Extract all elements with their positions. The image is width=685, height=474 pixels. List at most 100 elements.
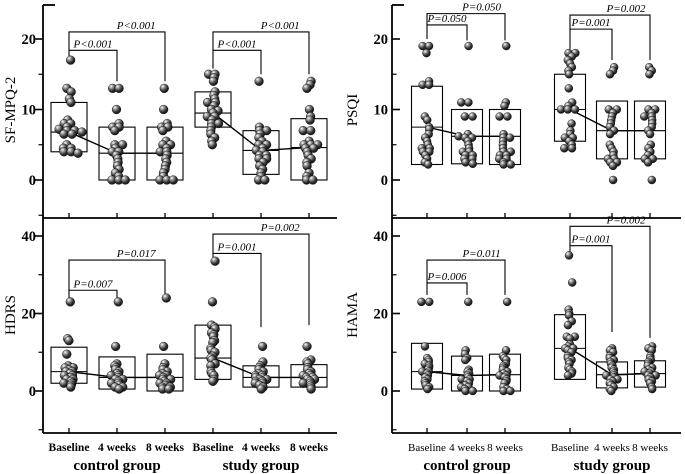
y-tick-label: 20 xyxy=(374,307,389,323)
scatter-point xyxy=(570,105,580,114)
y-axis-title: PSQI xyxy=(345,94,361,127)
category-label: 4 weeks xyxy=(449,442,485,454)
group-label-study: study group xyxy=(223,458,300,474)
p-value-label: P=0.011 xyxy=(462,248,501,260)
scatter-point xyxy=(506,160,515,169)
axes-col-0: Baseline 4 weeks 8 weeks Baseline 4 weeks 8 w… xyxy=(42,4,337,474)
p-value-label: P=0.050 xyxy=(427,13,467,25)
category-label: 8 weeks xyxy=(146,442,185,454)
scatter-point xyxy=(560,144,569,153)
scatter-point xyxy=(468,112,477,121)
scatter-point xyxy=(567,144,577,153)
scatter-point xyxy=(73,148,83,158)
panel-hama: 0 20 40 HAMA P=0.006 P=0.011 P=0.001 P=0.002 xyxy=(345,214,667,431)
y-axis-title: HAMA xyxy=(345,292,361,338)
y-axis-title: HDRS xyxy=(3,295,19,335)
scatter-point xyxy=(111,104,122,115)
y-tick-label: 10 xyxy=(374,103,389,119)
plot-root: Baseline 4 weeks 8 weeks Baseline 4 weeks 8 w… xyxy=(3,2,681,474)
scatter-point xyxy=(464,41,473,51)
significance-bracket xyxy=(426,259,506,295)
y-tick-label: 0 xyxy=(29,384,36,400)
scatter-point xyxy=(608,161,618,171)
scatter-point xyxy=(420,342,430,351)
scatter-point xyxy=(605,129,615,139)
y-tick-label: 20 xyxy=(374,32,389,48)
scatter-point xyxy=(506,386,515,396)
p-value-label: P<0.001 xyxy=(260,20,300,32)
scatter-point xyxy=(260,175,270,185)
scatter-point xyxy=(66,97,76,108)
category-label: 8 weeks xyxy=(290,442,329,454)
significance-bracket xyxy=(212,31,310,75)
category-label: 4 weeks xyxy=(98,442,137,454)
category-label: 8 weeks xyxy=(487,442,523,454)
scatter-point xyxy=(461,355,470,365)
scatter-point xyxy=(64,336,74,346)
significance-bracket xyxy=(426,24,468,41)
scatter-point xyxy=(563,371,573,380)
y-axis-title: SF-MPQ-2 xyxy=(3,77,19,144)
scatter-point xyxy=(113,297,123,307)
scatter-point xyxy=(461,386,470,396)
scatter-point xyxy=(120,175,130,185)
y-tick-label: 0 xyxy=(29,173,36,189)
scatter-point xyxy=(77,127,87,137)
scatter-point xyxy=(65,297,75,307)
scatter-point xyxy=(110,126,120,136)
p-value-label: P=0.006 xyxy=(427,271,467,283)
scatter-point xyxy=(607,386,616,396)
scatter-point xyxy=(460,112,470,121)
significance-bracket xyxy=(212,233,310,326)
p-value-label: P=0.007 xyxy=(73,278,113,290)
p-value-label: P=0.002 xyxy=(606,214,646,226)
scatter-point xyxy=(502,297,512,307)
significance-bracket xyxy=(569,225,651,338)
significance-bracket xyxy=(68,49,118,82)
scatter-point xyxy=(495,112,504,121)
scatter-point xyxy=(567,278,577,287)
significance-bracket xyxy=(212,49,262,75)
significance-bracket xyxy=(569,245,613,333)
scatter-point xyxy=(207,140,217,150)
scatter-point xyxy=(114,83,124,93)
scatter-point xyxy=(111,341,121,352)
scatter-point xyxy=(423,384,432,394)
scatter-point xyxy=(503,112,512,121)
p-value-label: P<0.001 xyxy=(73,38,113,50)
category-label: 4 weeks xyxy=(594,442,630,454)
scatter-point xyxy=(168,175,178,185)
group-label-study: study group xyxy=(574,458,651,474)
scatter-point xyxy=(425,297,434,307)
scatter-point xyxy=(159,341,169,352)
group-label-control: control group xyxy=(73,458,160,474)
p-value-label: P=0.002 xyxy=(260,222,300,234)
scatter-point xyxy=(161,293,171,303)
scatter-point xyxy=(207,297,218,307)
scatter-point xyxy=(302,341,312,352)
scatter-point xyxy=(67,129,77,139)
scatter-point xyxy=(257,341,268,352)
scatter-point xyxy=(461,158,470,167)
scatter-point xyxy=(210,256,220,266)
scatter-point xyxy=(424,41,434,51)
axes-col-1: Baseline 4 weeks 8 weeks Baseline 4 weeks 8 w… xyxy=(391,4,681,474)
category-label: 4 weeks xyxy=(242,442,281,454)
scatter-point xyxy=(423,160,433,169)
scatter-point xyxy=(500,101,509,111)
scatter-point xyxy=(608,175,618,185)
category-label: Baseline xyxy=(408,442,446,454)
scatter-point xyxy=(308,175,318,185)
scatter-point xyxy=(468,159,477,168)
p-value-label: P=0.001 xyxy=(571,234,611,246)
scatter-point xyxy=(164,384,174,394)
scatter-point xyxy=(62,349,72,359)
category-label: Baseline xyxy=(193,442,234,454)
scatter-point xyxy=(66,382,76,392)
y-tick-label: 20 xyxy=(22,32,37,48)
scatter-point xyxy=(208,76,219,86)
scatter-point xyxy=(643,158,653,167)
scatter-point xyxy=(59,129,69,139)
